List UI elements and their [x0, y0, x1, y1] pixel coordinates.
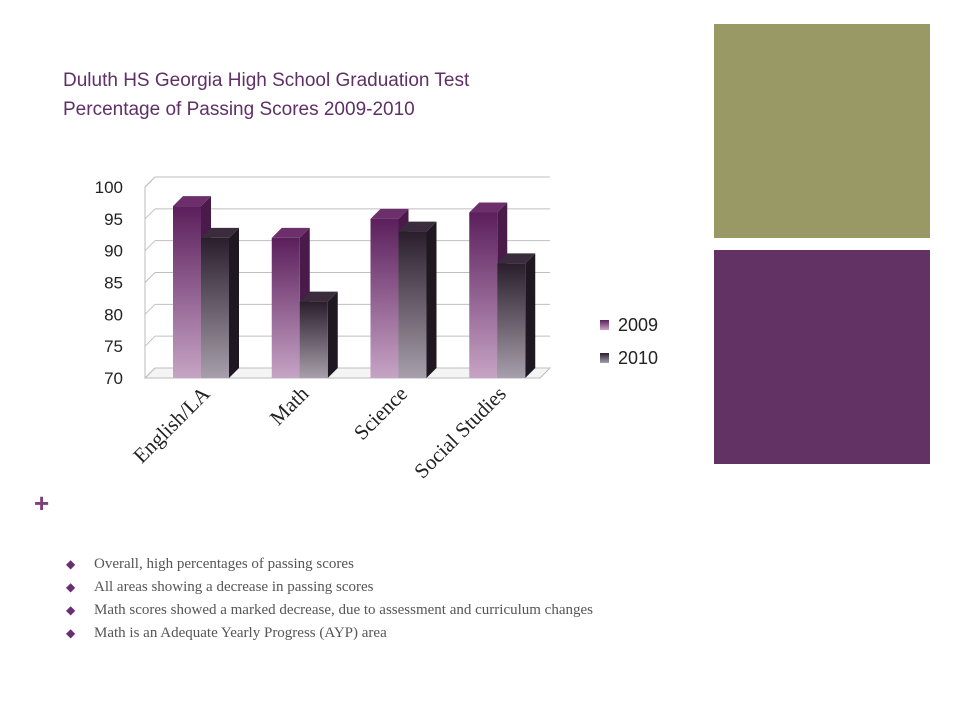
slide-title-line1: Duluth HS Georgia High School Graduation…: [63, 70, 470, 91]
bullet-list: ◆ Overall, high percentages of passing sc…: [66, 555, 686, 647]
legend-label-2009: 2009: [618, 315, 659, 335]
bullet-text: Overall, high percentages of passing sco…: [94, 556, 354, 572]
bar-side-2010: [229, 227, 239, 378]
bullet-text: Math is an Adequate Yearly Progress (AYP…: [94, 625, 387, 641]
y-tick-label: 95: [104, 210, 123, 229]
chart-bars: [173, 196, 536, 378]
olive-decor-block: [714, 24, 930, 238]
x-tick-label: Social Studies: [409, 382, 511, 484]
bullet-text: All areas showing a decrease in passing …: [94, 579, 374, 595]
y-axis-labels: 70 75 80 85 90 95 100: [95, 178, 123, 388]
diamond-bullet-icon: ◆: [66, 580, 76, 594]
bar-2009: [173, 206, 201, 378]
legend-swatch-2010: [600, 353, 609, 363]
plus-mark-icon: +: [34, 488, 50, 518]
bar-2009: [370, 218, 399, 378]
bar-chart: 70 75 80 85 90 95 100 English/LA Math ScienceSoc…: [95, 176, 552, 483]
bar-top-2010: [398, 221, 437, 232]
x-tick-label: English/LA: [128, 381, 215, 468]
bar-top-2009: [370, 208, 409, 219]
y-tick-label: 80: [104, 305, 123, 324]
bullet-item: ◆ Math scores showed a marked decrease, d…: [66, 601, 686, 619]
y-tick-label: 100: [95, 178, 123, 197]
bar-2010: [201, 237, 229, 378]
gridline-side: [144, 367, 156, 379]
y-tick-label: 85: [104, 274, 123, 293]
legend-swatch-2009: [600, 320, 609, 330]
bar-top-2010: [497, 253, 536, 264]
bullet-item: ◆ Math is an Adequate Yearly Progress (AY…: [66, 624, 686, 642]
gridline-side: [144, 176, 156, 188]
slide-title-line2: Percentage of Passing Scores 2009-2010: [63, 99, 415, 120]
purple-decor-block: [714, 250, 930, 464]
bar-2010: [299, 301, 328, 378]
bullet-item: ◆ Overall, high percentages of passing sc…: [66, 555, 686, 573]
bar-top-2009: [173, 196, 211, 207]
y-tick-label: 70: [104, 369, 123, 388]
gridline-side: [144, 303, 156, 315]
x-tick-label: Math: [265, 381, 314, 430]
diamond-bullet-icon: ◆: [66, 557, 76, 571]
diamond-bullet-icon: ◆: [66, 626, 76, 640]
bar-side-2010: [426, 221, 437, 378]
bar-top-2010: [299, 291, 338, 302]
bar-top-2009: [271, 227, 310, 238]
bar-2009: [469, 212, 498, 378]
y-tick-label: 75: [104, 337, 123, 356]
x-tick-label: Science: [349, 382, 412, 445]
bar-2009: [271, 237, 300, 378]
legend-label-2010: 2010: [618, 348, 659, 368]
gridline-side: [144, 208, 156, 220]
bar-side-2010: [525, 253, 536, 378]
slide-title: Duluth HS Georgia High School Graduation…: [63, 66, 663, 124]
gridline-side: [144, 335, 156, 347]
bar-side-2010: [327, 291, 338, 378]
bar-2010: [398, 231, 427, 378]
gridline-side: [144, 272, 156, 283]
gridline-side: [144, 240, 156, 252]
bullet-item: ◆ All areas showing a decrease in passing…: [66, 578, 686, 596]
bullet-text: Math scores showed a marked decrease, du…: [94, 602, 593, 618]
bar-2010: [497, 263, 526, 378]
bar-top-2010: [201, 227, 239, 238]
bar-top-2009: [469, 202, 508, 213]
y-tick-label: 90: [104, 242, 123, 261]
diamond-bullet-icon: ◆: [66, 603, 76, 617]
